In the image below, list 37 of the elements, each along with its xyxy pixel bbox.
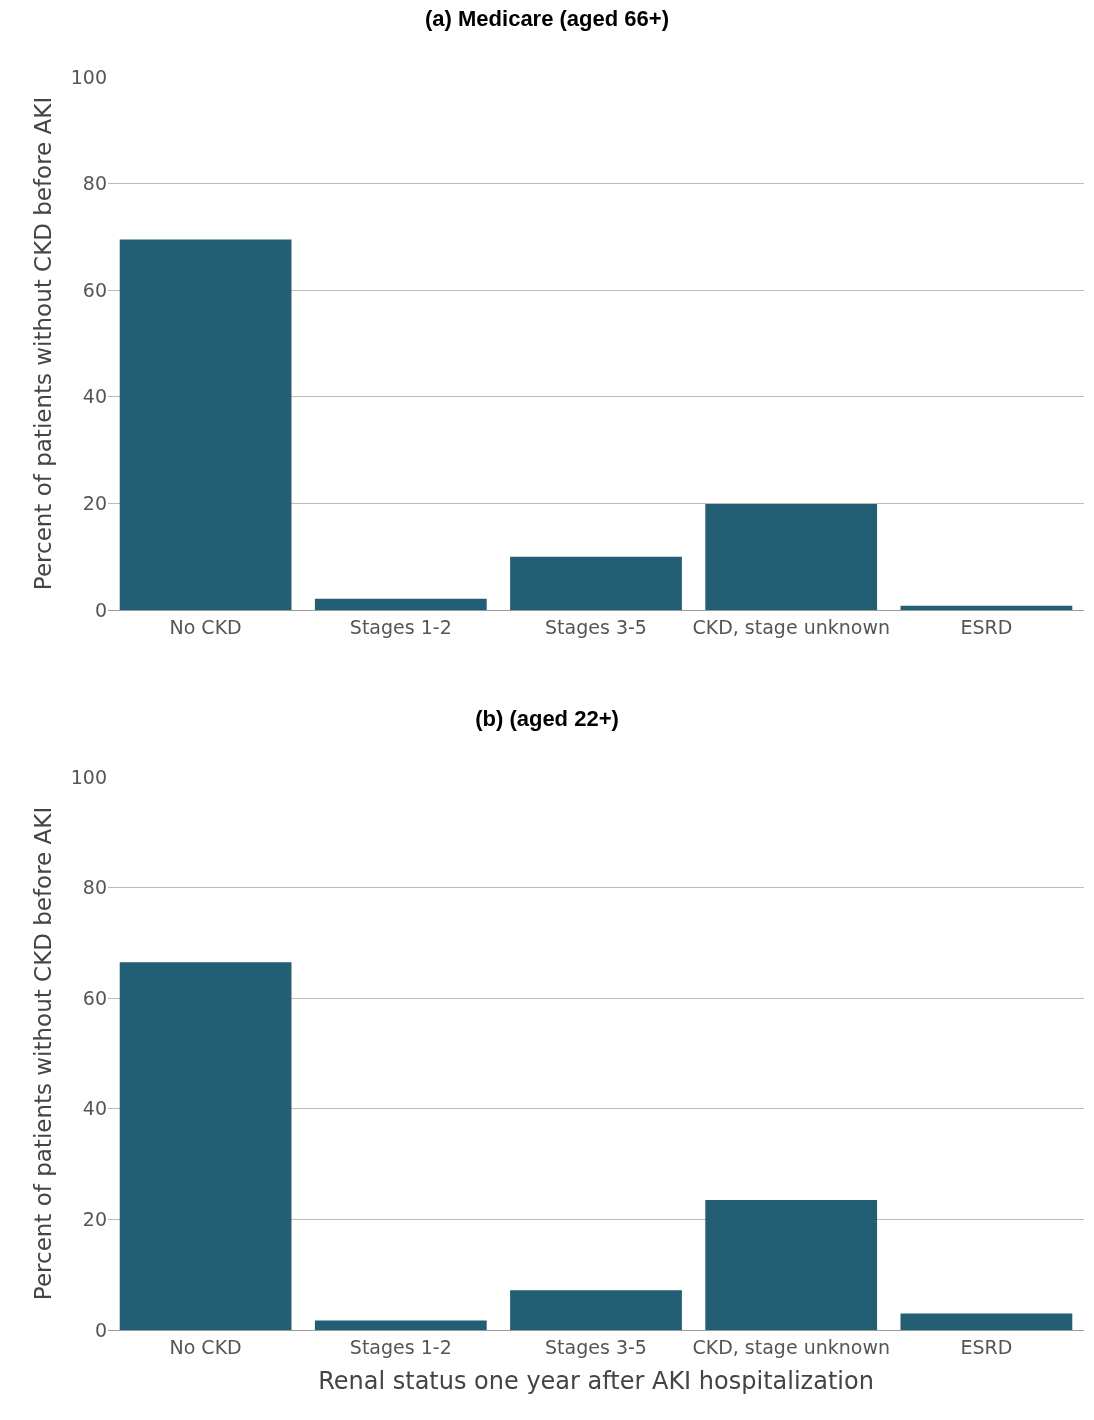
x-tick-label: Stages 1-2 [349, 615, 452, 638]
chart-title: (a) Medicare (aged 66+) [425, 5, 669, 31]
x-tick-label: ESRD [960, 615, 1013, 638]
x-tick-label: CKD, stage unknown [692, 615, 890, 638]
y-tick-label: 60 [82, 278, 107, 301]
x-tick-label: ESRD [960, 1335, 1013, 1358]
y-tick-label: 100 [70, 65, 107, 88]
bar [510, 556, 682, 610]
bar [705, 1200, 878, 1330]
y-tick-label: 100 [70, 765, 107, 788]
x-tick-label: Stages 1-2 [349, 1335, 452, 1358]
bar [900, 1313, 1073, 1330]
x-axis-title: Renal status one year after AKI hospitalization [318, 1367, 874, 1396]
y-tick-label: 40 [82, 385, 107, 408]
bar [119, 239, 292, 610]
x-tick-label: Stages 3-5 [545, 615, 647, 638]
x-tick-label: CKD, stage unknown [692, 1335, 890, 1358]
bar [510, 1290, 682, 1330]
y-tick-label: 0 [94, 1318, 107, 1341]
y-tick-label: 20 [82, 1208, 107, 1231]
bar [119, 962, 292, 1330]
y-axis-title: Percent of patients without CKD before AKI [30, 806, 57, 1301]
y-tick-label: 40 [82, 1097, 107, 1120]
y-axis-title: Percent of patients without CKD before AKI [30, 96, 57, 591]
y-tick-label: 80 [82, 172, 107, 195]
y-tick-label: 60 [82, 986, 107, 1009]
bar [705, 503, 878, 610]
chart-title: (b) (aged 22+) [475, 706, 619, 732]
bar [314, 1320, 487, 1330]
x-tick-label: No CKD [169, 1335, 242, 1358]
y-tick-label: 0 [94, 598, 107, 621]
bar [900, 605, 1073, 610]
y-tick-label: 80 [82, 876, 107, 899]
y-tick-label: 20 [82, 492, 107, 515]
bar [314, 598, 487, 610]
x-tick-label: No CKD [169, 615, 242, 638]
x-tick-label: Stages 3-5 [545, 1335, 647, 1358]
